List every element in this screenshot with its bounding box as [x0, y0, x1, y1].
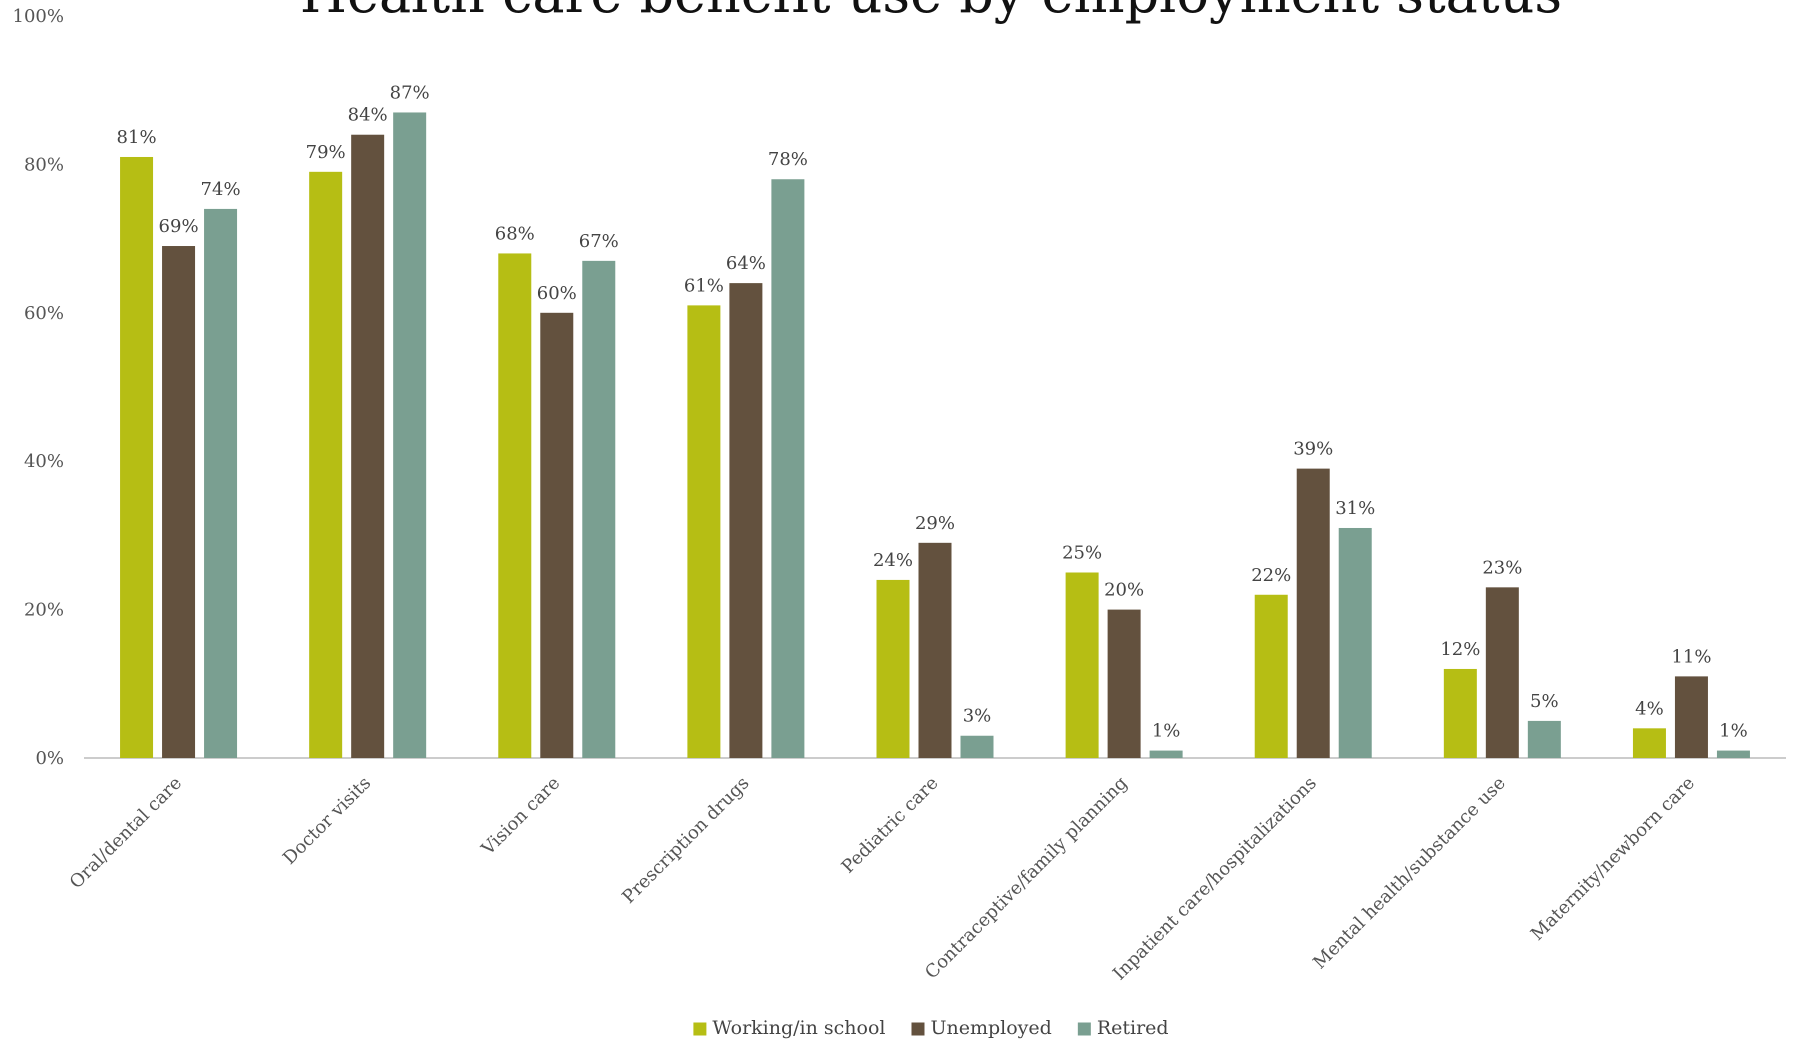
data-label: 29%	[915, 513, 955, 534]
bar-unemployed-0	[162, 246, 196, 758]
data-label: 79%	[306, 142, 346, 163]
x-tick-label: Oral/dental care	[66, 773, 186, 893]
bar-working-in-school-6	[1254, 594, 1288, 758]
y-tick-label: 100%	[13, 6, 64, 27]
x-tick-label: Inpatient care/hospitalizations	[1109, 773, 1321, 985]
bar-working-in-school-2	[498, 253, 532, 758]
bar-working-in-school-8	[1632, 728, 1666, 758]
bar-working-in-school-1	[309, 171, 343, 758]
data-label: 39%	[1293, 439, 1333, 460]
bar-unemployed-7	[1485, 587, 1519, 758]
data-label: 67%	[579, 231, 619, 252]
data-label: 60%	[537, 283, 577, 304]
data-label: 1%	[1719, 721, 1748, 742]
x-tick-label: Doctor visits	[279, 773, 375, 869]
x-axis: Oral/dental care Doctor visits Vision care…	[66, 773, 1699, 985]
bar-retired-1	[393, 112, 427, 758]
bar-unemployed-3	[729, 283, 763, 758]
x-tick-label: Contraceptive/family planning	[921, 773, 1132, 984]
x-tick-label: Pediatric care	[838, 773, 943, 878]
x-tick-label: Vision care	[477, 773, 564, 860]
x-tick-label: Mental health/substance use	[1309, 773, 1510, 974]
data-label: 20%	[1104, 580, 1144, 601]
data-labels: 81%69%74%79%84%87%68%60%67%61%64%78%24%2…	[117, 82, 1748, 741]
data-label: 78%	[768, 149, 808, 170]
chart-title: Health care benefit use by employment st…	[300, 0, 1562, 25]
data-label: 4%	[1635, 698, 1664, 719]
y-tick-label: 0%	[35, 748, 64, 769]
bar-working-in-school-5	[1065, 572, 1099, 758]
bar-retired-8	[1716, 750, 1750, 758]
bars	[120, 112, 1750, 759]
bar-retired-4	[960, 735, 994, 758]
legend-label: Working/in school	[712, 1017, 885, 1039]
y-tick-label: 40%	[24, 451, 64, 472]
bar-unemployed-6	[1296, 468, 1330, 758]
legend-swatch	[693, 1022, 707, 1036]
legend-label: Unemployed	[930, 1017, 1051, 1039]
data-label: 81%	[117, 127, 157, 148]
legend-swatch	[1077, 1022, 1091, 1036]
data-label: 61%	[684, 275, 724, 296]
data-label: 3%	[963, 706, 992, 727]
data-label: 84%	[348, 105, 388, 126]
x-tick-label: Prescription drugs	[618, 773, 753, 908]
bar-working-in-school-7	[1443, 668, 1477, 758]
y-tick-label: 20%	[24, 600, 64, 621]
bar-retired-0	[204, 208, 238, 759]
data-label: 87%	[390, 82, 430, 103]
data-label: 23%	[1482, 557, 1522, 578]
bar-unemployed-5	[1107, 609, 1141, 758]
bar-retired-7	[1527, 720, 1561, 758]
bar-unemployed-1	[351, 134, 385, 759]
legend: Working/in school Unemployed Retired	[693, 1017, 1169, 1039]
data-label: 22%	[1251, 565, 1291, 586]
bar-retired-6	[1338, 527, 1372, 758]
bar-unemployed-4	[918, 542, 952, 758]
bar-working-in-school-0	[120, 156, 154, 759]
bar-working-in-school-3	[687, 305, 721, 758]
bar-retired-5	[1149, 750, 1183, 758]
data-label: 74%	[201, 179, 241, 200]
data-label: 64%	[726, 253, 766, 274]
data-label: 25%	[1062, 543, 1102, 564]
bar-unemployed-8	[1674, 676, 1708, 758]
data-label: 12%	[1440, 639, 1480, 660]
data-label: 1%	[1152, 721, 1181, 742]
bar-unemployed-2	[540, 312, 574, 758]
x-tick-label: Maternity/newborn care	[1527, 773, 1699, 945]
data-label: 69%	[159, 216, 199, 237]
y-tick-label: 80%	[24, 154, 64, 175]
data-label: 31%	[1335, 498, 1375, 519]
bar-retired-3	[771, 179, 805, 759]
bar-retired-2	[582, 260, 616, 758]
legend-label: Retired	[1097, 1017, 1169, 1039]
legend-swatch	[911, 1022, 925, 1036]
y-tick-label: 60%	[24, 303, 64, 324]
data-label: 24%	[873, 550, 913, 571]
data-label: 11%	[1671, 646, 1711, 667]
y-axis: 0% 20% 40% 60% 80% 100%	[13, 6, 64, 769]
data-label: 68%	[495, 223, 535, 244]
bar-working-in-school-4	[876, 579, 910, 758]
data-label: 5%	[1530, 691, 1559, 712]
